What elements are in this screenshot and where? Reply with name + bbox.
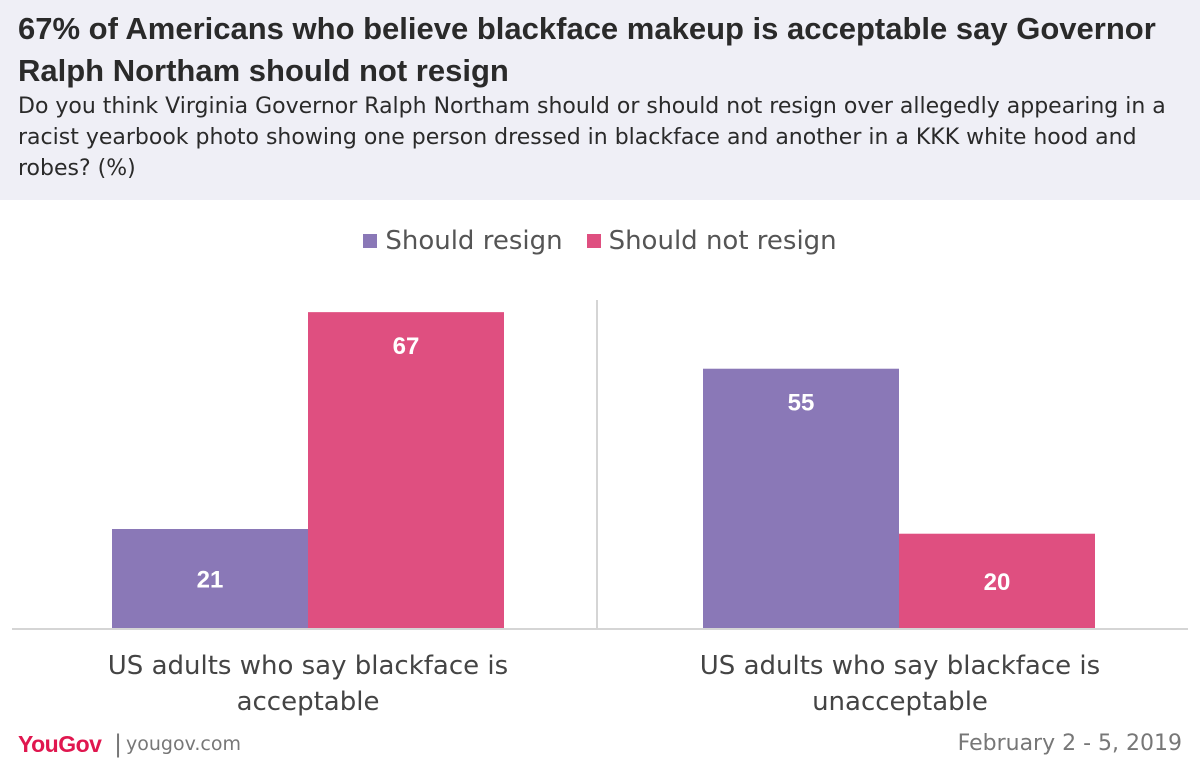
- footer-separator: |: [114, 730, 123, 758]
- bar-acceptable-should-not-resign: [308, 312, 504, 628]
- legend-label-should-resign: Should resign: [385, 226, 563, 256]
- data-label-acceptable-should-resign: 21: [197, 567, 224, 594]
- data-label-unacceptable-should-resign: 55: [788, 390, 815, 417]
- legend-swatch-should-not-resign: [586, 234, 601, 248]
- header-band: 67% of Americans who believe blackface m…: [0, 0, 1200, 200]
- legend-swatch-should-resign: [363, 234, 378, 248]
- chart-title: 67% of Americans who believe blackface m…: [18, 11, 1156, 88]
- chart-subtitle: Do you think Virginia Governor Ralph Nor…: [18, 94, 1166, 181]
- category-label-unacceptable: US adults who say blackface is unaccepta…: [699, 651, 1101, 717]
- legend-item-should-resign: Should resign: [363, 226, 563, 256]
- footer-site-link[interactable]: yougov.com: [126, 733, 241, 755]
- yougov-logo: YouGov: [18, 731, 102, 757]
- data-label-acceptable-should-not-resign: 67: [393, 333, 420, 360]
- bar-unacceptable-should-not-resign: [899, 533, 1095, 628]
- data-label-unacceptable-should-not-resign: 20: [984, 569, 1011, 596]
- legend: Should resign Should not resign: [0, 226, 1200, 256]
- bar-acceptable-should-resign: [112, 529, 308, 628]
- category-label-acceptable: US adults who say blackface is acceptabl…: [107, 651, 509, 717]
- bar-unacceptable-should-resign: [703, 368, 899, 628]
- footer-date: February 2 - 5, 2019: [957, 731, 1182, 756]
- legend-item-should-not-resign: Should not resign: [586, 226, 837, 256]
- legend-label-should-not-resign: Should not resign: [608, 226, 837, 256]
